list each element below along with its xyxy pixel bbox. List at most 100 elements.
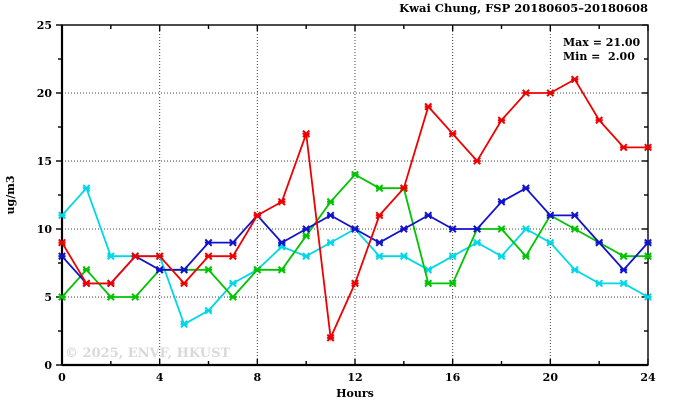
data-series	[58, 75, 652, 342]
red-series-marker	[644, 143, 652, 152]
watermark: © 2025, ENVF, HKUST	[65, 346, 230, 361]
blue-series-marker	[448, 225, 457, 233]
blue-series	[58, 184, 652, 288]
red-series	[58, 75, 652, 342]
green-series-marker	[229, 293, 237, 301]
green-series-marker	[570, 225, 579, 233]
x-tick-label: 12	[347, 371, 362, 384]
green-series-marker	[644, 252, 652, 261]
x-axis-label: Hours	[336, 387, 374, 400]
red-series-marker	[473, 157, 481, 165]
blue-series-marker	[204, 238, 213, 247]
green-series-marker	[424, 279, 433, 288]
green-series-marker	[448, 279, 457, 288]
y-tick-label: 5	[44, 291, 52, 304]
green-series-marker	[106, 293, 115, 301]
green-series-marker	[82, 265, 91, 274]
red-series-marker	[180, 279, 188, 288]
cyan-series-marker	[326, 238, 335, 247]
blue-series-marker	[522, 184, 530, 193]
blue-series-marker	[473, 225, 481, 233]
y-tick-label: 25	[37, 19, 52, 32]
x-tick-label: 20	[543, 371, 559, 384]
cyan-series-marker	[229, 279, 237, 288]
cyan-series-marker	[82, 184, 91, 193]
cyan-series-marker	[619, 279, 628, 288]
cyan-series-marker	[106, 252, 115, 261]
x-tick-label: 24	[640, 371, 656, 384]
y-axis-label: ug/m3	[4, 176, 17, 215]
red-series-marker	[375, 211, 384, 220]
red-series-marker	[326, 333, 335, 342]
blue-series-marker	[497, 197, 506, 206]
green-series-marker	[204, 265, 213, 274]
red-series-marker	[522, 89, 530, 97]
red-series-marker	[155, 252, 164, 261]
cyan-series-marker	[58, 211, 66, 220]
cyan-series-marker	[644, 293, 652, 301]
cyan-series-marker	[522, 225, 530, 233]
x-tick-label: 0	[58, 371, 66, 384]
y-tick-label: 10	[37, 223, 53, 236]
green-series-marker	[351, 170, 359, 179]
cyan-series-marker	[448, 252, 457, 261]
cyan-series-marker	[180, 320, 188, 329]
blue-series-marker	[595, 238, 604, 247]
red-series-marker	[619, 143, 628, 152]
blue-series-marker	[302, 225, 311, 233]
axis-ticks	[56, 24, 649, 366]
red-series-marker	[229, 252, 237, 261]
green-series-marker	[58, 293, 66, 301]
blue-series-marker	[546, 211, 555, 220]
blue-series-marker	[399, 225, 408, 233]
green-series-marker	[302, 231, 311, 240]
cyan-series-marker	[570, 265, 579, 274]
blue-series-marker	[619, 265, 628, 274]
green-series-marker	[277, 265, 286, 274]
blue-series-marker	[351, 225, 359, 233]
axis-tick-labels: 0 5 10 15 20 25 0 4 8 12 16 20 24	[37, 19, 656, 384]
blue-series-marker	[155, 265, 164, 274]
blue-series-marker	[180, 265, 188, 274]
red-series-marker	[253, 211, 262, 220]
green-series-marker	[131, 293, 140, 301]
red-series-marker	[399, 184, 408, 193]
green-series-marker	[619, 252, 628, 261]
y-tick-label: 20	[37, 87, 53, 100]
x-tick-label: 16	[445, 371, 461, 384]
chart-title: Kwai Chung, FSP 20180605–20180608	[399, 1, 648, 15]
red-series-marker	[448, 129, 457, 138]
x-tick-label: 4	[156, 371, 164, 384]
red-series-marker	[82, 279, 91, 288]
red-series-marker	[595, 116, 604, 125]
max-annotation: Max = 21.00	[563, 36, 641, 49]
blue-series-marker	[229, 238, 237, 247]
blue-series-marker	[326, 211, 335, 220]
cyan-series-marker	[375, 252, 384, 261]
red-series-marker	[204, 252, 213, 261]
blue-series-marker	[644, 238, 652, 247]
gridlines	[62, 25, 648, 365]
red-series-marker	[351, 279, 359, 288]
min-annotation: Min = 2.00	[563, 50, 635, 63]
blue-series-marker	[58, 252, 66, 261]
red-series-marker	[302, 129, 311, 138]
green-series-marker	[375, 184, 384, 193]
cyan-series-marker	[204, 306, 213, 315]
red-series-marker	[58, 238, 66, 247]
red-series-marker	[424, 102, 433, 111]
red-series-marker	[546, 89, 555, 97]
y-tick-label: 0	[44, 359, 52, 372]
red-series-marker	[570, 75, 579, 84]
red-series-marker	[106, 279, 115, 288]
green-series-marker	[522, 252, 530, 261]
blue-series-marker	[375, 238, 384, 247]
blue-series-marker	[570, 211, 579, 220]
y-tick-label: 15	[37, 155, 52, 168]
cyan-series-marker	[497, 252, 506, 261]
cyan-series-marker	[399, 252, 408, 261]
green-series-marker	[497, 225, 506, 233]
red-series-marker	[131, 252, 140, 261]
